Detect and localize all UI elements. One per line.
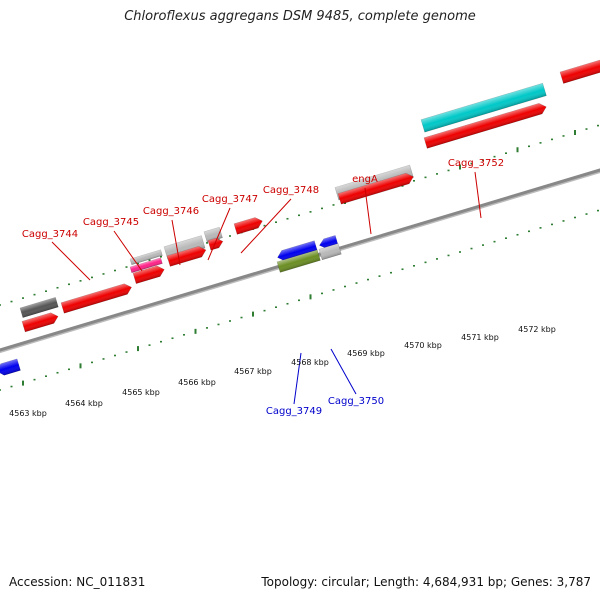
tick-label: 4566 kbp: [178, 378, 216, 387]
gene-label: Cagg_3747: [202, 194, 258, 205]
gene-arrow-reverse-shade: [277, 240, 318, 262]
label-leader-line: [330, 348, 357, 395]
tick-label: 4565 kbp: [122, 388, 160, 397]
gene-arrow-shade: [61, 283, 132, 314]
genome-title: Chloroflexus aggregans DSM 9485, complet…: [124, 9, 476, 24]
tick-label: 4569 kbp: [347, 349, 385, 358]
gene-label: Cagg_3746: [143, 206, 199, 217]
tick-label: 4564 kbp: [65, 399, 103, 408]
gene-block-shade: [20, 297, 59, 318]
gene-block-shade: [164, 235, 206, 260]
label-leader-line: [207, 207, 231, 261]
tick-label: 4568 kbp: [291, 358, 329, 367]
gene-label: Cagg_3744: [22, 229, 78, 240]
gene-arrow-reverse-shade: [0, 358, 21, 376]
label-leader-line: [113, 230, 143, 272]
gene-label: Cagg_3748: [263, 185, 319, 196]
gene-arrow-shade: [208, 238, 223, 251]
gene-block-shade: [130, 257, 163, 273]
label-leader-line: [293, 352, 302, 405]
label-leader-line: [171, 219, 181, 266]
gene-block-reverse-shade: [277, 249, 321, 273]
genome-summary-text: Topology: circular; Length: 4,684,931 bp…: [261, 575, 591, 589]
label-leader-line: [364, 187, 372, 235]
tick-label: 4571 kbp: [461, 333, 499, 342]
gene-block-shade: [204, 227, 223, 243]
accession-text: Accession: NC_011831: [9, 575, 146, 589]
tick-label: 4572 kbp: [518, 325, 556, 334]
gene-label: Cagg_3749: [266, 406, 322, 417]
gene-arrow-shade: [133, 265, 165, 284]
label-leader-line: [474, 171, 482, 219]
gene-arrow-shade: [424, 103, 547, 149]
gene-block-shade: [560, 59, 600, 84]
gene-block-highlight-shade: [421, 83, 547, 133]
gene-arrow-shade: [234, 217, 263, 235]
gene-arrow-shade: [338, 173, 414, 205]
label-leader-line: [240, 198, 292, 254]
gene-label: Cagg_3750: [328, 396, 384, 407]
gene-label: engA: [352, 174, 378, 185]
label-leader-line: [51, 241, 91, 281]
tick-label: 4570 kbp: [404, 341, 442, 350]
gene-arrow-shade: [167, 246, 206, 267]
tick-label: 4567 kbp: [234, 367, 272, 376]
gene-arrow-shade: [22, 312, 59, 332]
gene-label: Cagg_3752: [448, 158, 504, 169]
gene-label: Cagg_3745: [83, 217, 139, 228]
gene-block-shade: [130, 249, 163, 265]
tick-label: 4563 kbp: [9, 409, 47, 418]
gene-block-reverse-shade: [319, 243, 342, 260]
